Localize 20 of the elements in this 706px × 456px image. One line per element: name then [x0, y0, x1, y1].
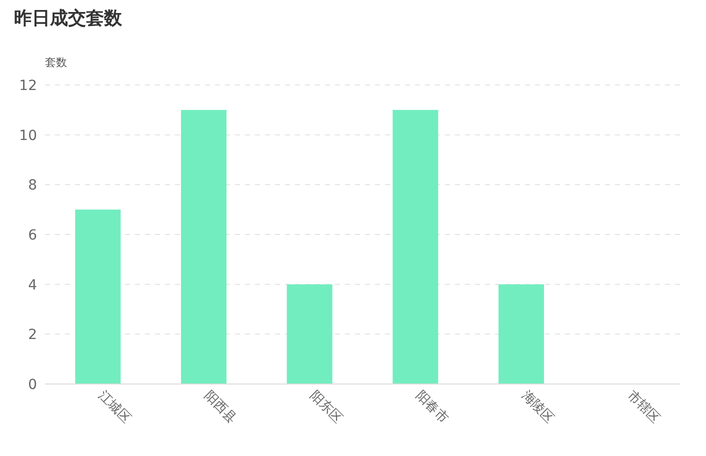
bar: [286, 284, 332, 384]
y-tick-label: 12: [19, 78, 37, 94]
bar: [75, 210, 121, 384]
bar: [392, 110, 438, 384]
bar: [180, 110, 227, 384]
x-tick-label: 市辖区: [624, 388, 662, 426]
x-tick-label: 阳春市: [412, 388, 451, 426]
chart-title: 昨日成交套数: [14, 8, 123, 29]
y-tick-label: 2: [28, 327, 37, 344]
x-tick-label: 江城区: [95, 388, 134, 426]
bar: [498, 284, 544, 384]
y-axis-title: 套数: [45, 56, 67, 69]
x-tick-label: 阳西县: [200, 388, 240, 426]
y-tick-label: 8: [28, 178, 37, 194]
y-tick-label: 10: [19, 128, 37, 144]
x-tick-label: 阳东区: [306, 388, 345, 426]
x-tick-label: 海陵区: [518, 388, 557, 426]
y-tick-label: 6: [28, 228, 38, 244]
y-tick-label: 4: [28, 277, 38, 294]
y-tick-label: 0: [28, 377, 37, 393]
